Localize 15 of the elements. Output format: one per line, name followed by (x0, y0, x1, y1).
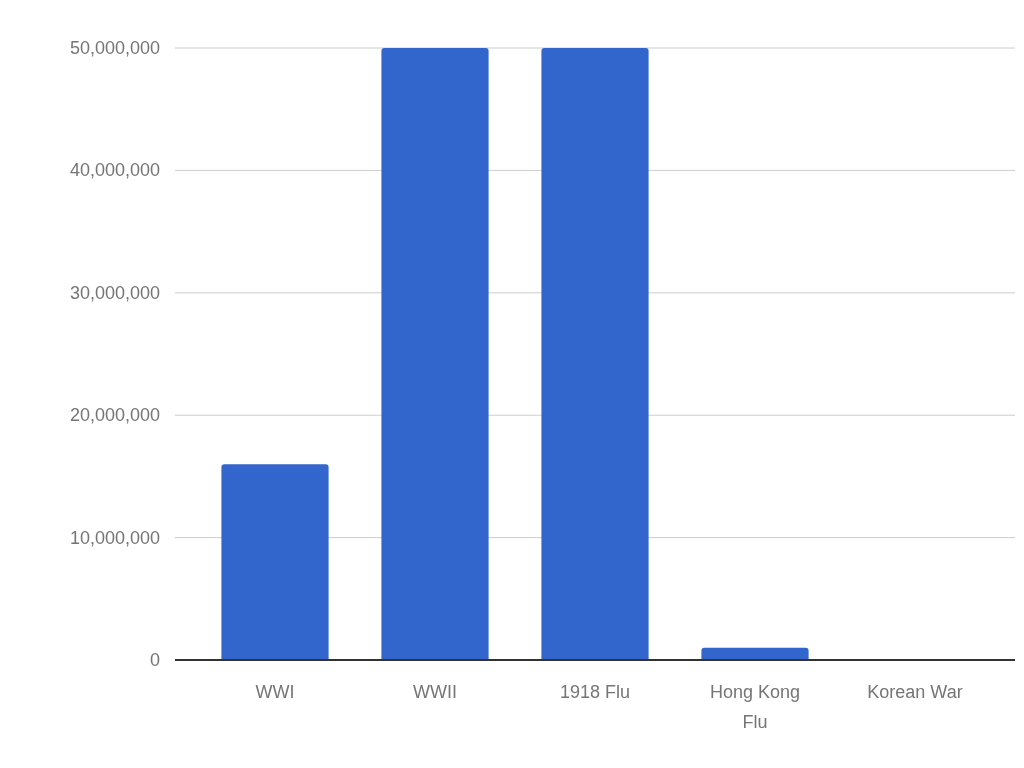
y-tick-label: 40,000,000 (69, 160, 160, 181)
x-tick-label: WWII (413, 682, 457, 702)
x-tick-label: Hong Kong Flu (709, 682, 801, 732)
y-tick-label: 10,000,000 (69, 527, 160, 548)
y-tick-label: 20,000,000 (69, 405, 160, 426)
x-tick-label: 1918 Flu (559, 682, 631, 702)
bar (221, 464, 329, 660)
y-tick-label: 30,000,000 (69, 282, 160, 303)
bar (701, 647, 809, 660)
bar (541, 48, 649, 660)
x-tick-label: Korean War (867, 682, 963, 702)
y-tick-label: 50,000,000 (69, 38, 160, 58)
bar (381, 48, 489, 660)
y-tick-label: 0 (149, 650, 160, 670)
x-tick-label: WWI (255, 682, 295, 702)
